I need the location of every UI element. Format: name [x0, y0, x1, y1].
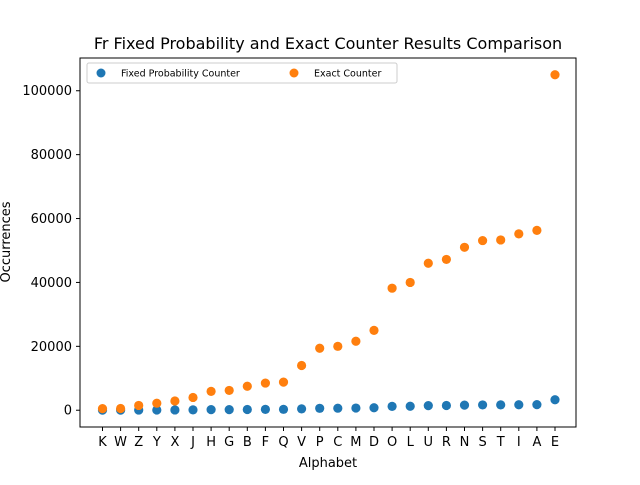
x-tick-label: I [517, 435, 521, 450]
legend-label-exact-counter: Exact Counter [314, 69, 381, 80]
x-axis-label: Alphabet [299, 456, 357, 471]
legend-marker-exact-counter [289, 68, 299, 78]
x-tick-label: B [243, 435, 252, 450]
data-point-exact-N [459, 242, 470, 252]
data-point-exact-B [242, 381, 252, 391]
data-point-exact-E [550, 70, 560, 80]
data-point-fixed-S [478, 400, 488, 410]
y-axis-label: Occurrences [0, 201, 14, 282]
data-point-exact-K [97, 404, 108, 414]
y-tick-label: 80000 [31, 148, 72, 163]
data-point-exact-H [206, 386, 216, 396]
x-tick-label: E [551, 435, 559, 450]
data-point-fixed-N [459, 400, 470, 410]
x-tick-label: J [190, 435, 195, 450]
data-point-fixed-M [351, 403, 361, 413]
data-point-exact-C [333, 341, 343, 351]
data-point-fixed-I [514, 400, 524, 410]
data-point-exact-X [170, 396, 180, 406]
data-point-fixed-J [188, 405, 198, 415]
data-point-exact-Y [152, 398, 162, 408]
y-tick-label: 60000 [31, 212, 72, 227]
x-tick-label: P [316, 435, 324, 450]
y-tick-label: 40000 [31, 276, 72, 291]
x-tick-label: W [114, 435, 127, 450]
x-tick-label: R [442, 435, 451, 450]
legend-label-fixed-probability: Fixed Probability Counter [121, 69, 240, 80]
data-point-fixed-B [242, 404, 252, 415]
data-point-exact-L [405, 277, 415, 288]
x-tick-label: L [407, 435, 415, 450]
data-point-fixed-Q [278, 404, 289, 414]
x-tick-label: K [98, 435, 107, 450]
data-point-fixed-O [387, 401, 397, 411]
data-point-exact-G [224, 385, 234, 396]
y-axis: 0 20000 40000 60000 80000 100000 [22, 84, 80, 419]
y-tick-label: 20000 [31, 340, 72, 355]
data-point-fixed-Y [152, 405, 162, 415]
series-exact-counter [97, 70, 560, 414]
x-tick-label: C [333, 435, 342, 450]
legend-frame [86, 62, 398, 84]
data-point-exact-Z [134, 400, 144, 411]
data-point-fixed-T [496, 400, 506, 410]
data-point-exact-W [116, 403, 126, 414]
x-tick-label: G [224, 435, 234, 450]
data-point-exact-R [441, 254, 451, 265]
data-point-exact-S [478, 235, 488, 246]
x-tick-label: Z [134, 435, 143, 450]
data-point-exact-F [260, 378, 270, 388]
legend: Fixed Probability Counter Exact Counter [86, 62, 398, 84]
data-point-exact-J [188, 392, 198, 403]
data-point-fixed-A [532, 400, 542, 410]
chart-title: Fr Fixed Probability and Exact Counter R… [94, 34, 562, 53]
data-point-fixed-H [206, 405, 216, 415]
data-point-exact-V [297, 360, 307, 371]
x-tick-label: T [496, 435, 505, 450]
data-point-fixed-C [333, 403, 343, 413]
data-point-fixed-F [260, 404, 270, 414]
axes-frame [79, 57, 577, 428]
data-point-exact-M [351, 336, 361, 346]
x-tick-label: O [387, 435, 397, 450]
x-tick-label: X [170, 435, 179, 450]
data-point-exact-A [532, 225, 542, 235]
data-point-fixed-E [550, 395, 560, 405]
x-tick-label: N [460, 435, 470, 450]
x-tick-label: F [262, 435, 269, 450]
x-tick-label: S [478, 435, 486, 450]
data-point-fixed-D [369, 403, 379, 413]
data-point-fixed-R [441, 400, 451, 411]
x-tick-label: U [424, 435, 434, 450]
x-tick-label: A [532, 435, 541, 450]
data-points [97, 70, 560, 415]
x-tick-label: M [350, 435, 361, 450]
y-tick-label: 0 [64, 404, 72, 419]
x-tick-label: V [297, 435, 306, 450]
data-point-fixed-X [170, 405, 180, 415]
x-tick-label: H [206, 435, 216, 450]
x-tick-label: Q [278, 435, 288, 450]
data-point-exact-I [514, 229, 524, 239]
data-point-exact-T [496, 235, 506, 245]
data-point-fixed-L [405, 401, 415, 411]
data-point-exact-P [315, 343, 325, 353]
legend-marker-fixed-probability [96, 68, 106, 78]
data-point-fixed-P [315, 403, 325, 413]
data-point-fixed-V [297, 404, 307, 414]
data-point-exact-D [369, 325, 379, 335]
data-point-exact-Q [278, 377, 289, 387]
y-tick-label: 100000 [22, 84, 72, 99]
data-point-fixed-G [224, 404, 234, 415]
x-tick-label: Y [152, 435, 161, 450]
data-point-exact-U [423, 258, 433, 268]
x-tick-label: D [369, 435, 379, 450]
data-point-exact-O [387, 283, 397, 293]
data-point-fixed-U [423, 401, 433, 411]
